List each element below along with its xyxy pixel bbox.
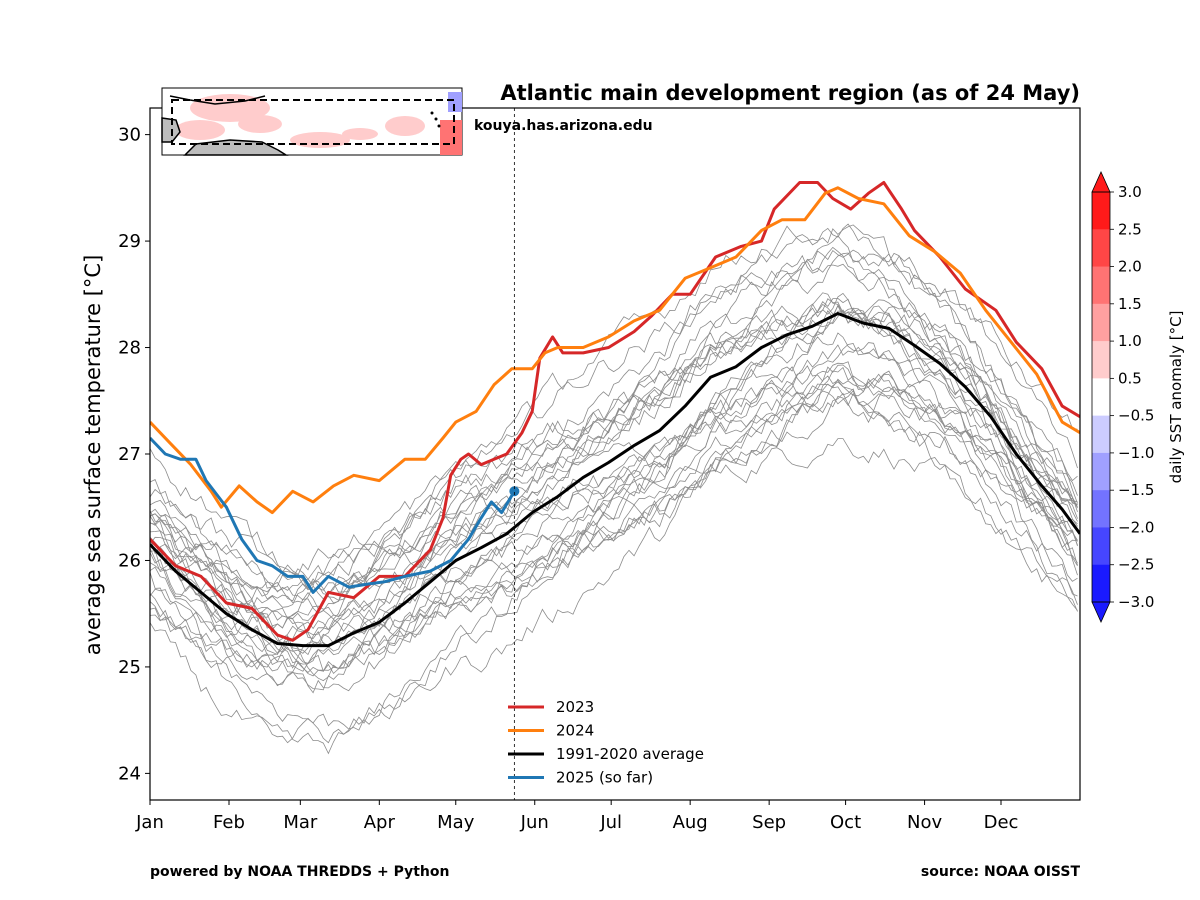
climatology-year-line [150,332,1078,755]
colorbar-segment [1092,452,1110,491]
main-series-group [150,181,1080,648]
colorbar-segment [1092,490,1110,528]
climatology-year-line [150,379,1078,672]
chart-title: Atlantic main development region (as of … [500,81,1080,105]
y-axis-label: average sea surface temperature [°C] [81,255,105,656]
colorbar-tick-label: −0.5 [1118,407,1154,425]
colorbar-segment [1092,192,1110,230]
y-tick-label: 26 [118,550,141,571]
y-tick-label: 30 [118,125,141,146]
colorbar-segment [1092,303,1110,342]
y-tick-label: 28 [118,338,141,359]
x-tick-label: Aug [673,812,708,833]
source-credit: source: NOAA OISST [921,864,1081,880]
colorbar-tick-label: 2.5 [1118,220,1142,238]
climatology-year-line [150,366,1078,602]
climatology-year-line [150,370,1078,620]
x-tick-label: Jul [599,812,622,833]
climatology-year-line [150,292,1078,588]
climatology-year-line [150,344,1078,593]
climatology-ensemble-lines [150,223,1078,755]
climatology-year-line [150,235,1078,656]
colorbar-tick-label: −1.0 [1118,444,1154,462]
colorbar: 3.0 2.5 2.0 1.5 1.0 0.5 −0.5 −1.0 −1.5 −2.0 −2.5 −3… [1091,171,1154,623]
x-tick-label: Jan [135,812,164,833]
y-tick-label: 25 [118,657,141,678]
website-credit: kouya.has.arizona.edu [474,118,653,134]
x-tick-label: Oct [830,812,861,833]
colorbar-top-arrow [1091,171,1111,193]
colorbar-label: daily SST anomaly [°C] [1167,311,1185,484]
climatology-year-line [150,390,1078,644]
x-tick-label: Apr [364,812,396,833]
colorbar-segment [1092,266,1110,305]
climatology-year-line [150,378,1078,731]
colorbar-segment [1092,564,1110,603]
climatology-year-line [150,261,1078,665]
series-line-2024 [150,186,1080,515]
x-tick-label: Nov [907,812,942,833]
colorbar-tick-label: 0.5 [1118,369,1142,387]
x-tick-label: Feb [213,812,245,833]
colorbar-frame [1091,191,1111,603]
powered-by-credit: powered by NOAA THREDDS + Python [150,864,449,880]
legend-label: 1991-2020 average [556,745,704,763]
climatology-year-line [150,303,1078,577]
x-tick-label: Mar [283,812,318,833]
climatology-year-line [150,361,1078,675]
y-tick-label: 24 [118,763,141,784]
x-tick-label: Jun [520,812,549,833]
climatology-year-line [150,246,1078,621]
climatology-year-line [150,309,1078,629]
inset-map [161,87,463,156]
colorbar-segment [1092,341,1110,379]
colorbar-tick-label: 1.0 [1118,332,1142,350]
y-tick-label: 29 [118,231,141,252]
climatology-year-line [150,392,1078,673]
x-axis-ticks: Jan Feb Mar Apr May Jun Jul Aug Sep Oct Nov Dec [135,800,1018,833]
colorbar-bottom-arrow [1091,601,1111,623]
legend-label: 2025 (so far) [556,769,653,787]
x-tick-label: Sep [752,812,786,833]
colorbar-segment [1092,415,1110,454]
colorbar-segment [1092,229,1110,268]
x-tick-label: Dec [984,812,1019,833]
inset-map-region-box [171,99,455,145]
legend-label: 2024 [556,722,594,740]
colorbar-tick-label: −1.5 [1118,481,1154,499]
colorbar-tick-label: 3.0 [1118,183,1142,201]
series-line-2023 [150,181,1080,642]
climatology-year-line [150,304,1078,646]
colorbar-tick-label: 2.0 [1118,258,1142,276]
colorbar-tick-label: −2.0 [1118,518,1154,536]
climatology-year-line [150,364,1078,691]
colorbar-tick-label: −3.0 [1118,593,1154,611]
colorbar-tick-label: −2.5 [1118,556,1154,574]
colorbar-tick-label: 1.5 [1118,295,1142,313]
plot-frame [149,107,1081,801]
x-tick-label: May [437,812,475,833]
colorbar-segment [1092,378,1110,417]
series-2025-endpoint-marker [509,486,520,497]
series-line-2025-so-far- [150,436,516,594]
y-tick-label: 27 [118,444,141,465]
climatology-year-line [150,292,1078,654]
climatology-year-line [150,343,1078,633]
climatology-year-line [150,304,1078,593]
climatology-year-line [150,310,1078,744]
series-line-1991-2020-average [150,312,1080,648]
legend: 2023 2024 1991-2020 average 2025 (so far) [508,698,704,787]
y-axis-ticks: 24 25 26 27 28 29 30 [118,125,150,784]
climatology-year-line [150,249,1078,610]
legend-label: 2023 [556,698,594,716]
colorbar-segment [1092,527,1110,566]
climatology-year-line [150,297,1078,664]
